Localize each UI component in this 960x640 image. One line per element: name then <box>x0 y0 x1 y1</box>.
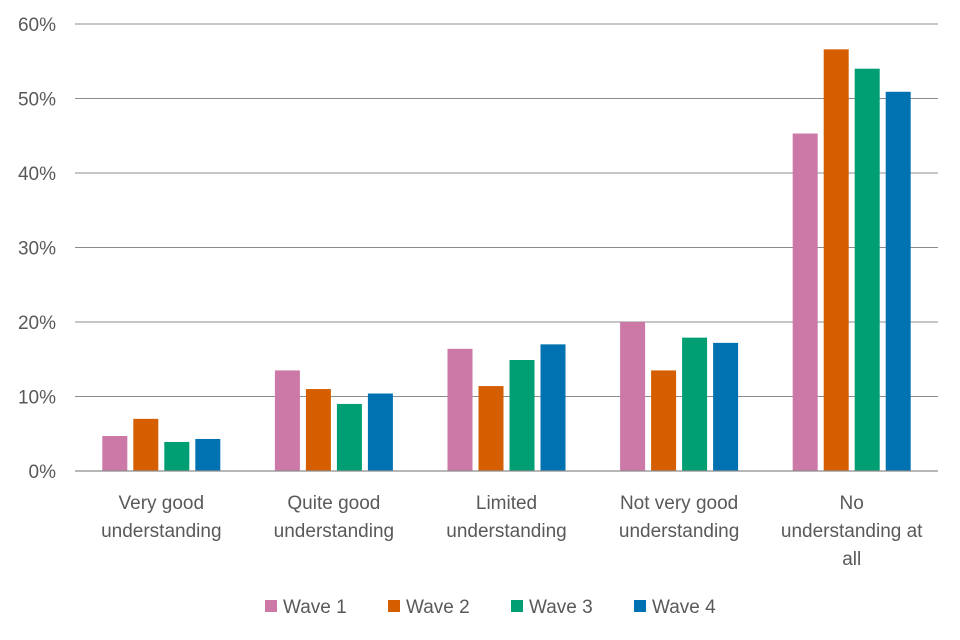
legend-label: Wave 1 <box>283 597 347 618</box>
bar <box>854 68 880 471</box>
y-axis-ticks: 0% 10% 20% 30% 40% 50% 60% <box>18 15 56 483</box>
bar <box>305 389 331 471</box>
bar <box>540 344 566 471</box>
y-tick-label: 0% <box>29 462 57 483</box>
category-label: all <box>842 549 861 570</box>
bar <box>620 322 646 471</box>
y-tick-label: 30% <box>18 239 56 260</box>
category-label: understanding <box>274 521 394 542</box>
bars <box>102 49 911 472</box>
bar <box>102 435 128 471</box>
category-label: Very good <box>119 493 205 514</box>
bar <box>682 337 708 471</box>
legend-swatch <box>388 600 400 612</box>
category-label: understanding <box>619 521 739 542</box>
category-label: Limited <box>476 493 537 514</box>
legend-label: Wave 2 <box>406 597 470 618</box>
bar <box>367 393 393 471</box>
bar <box>509 359 535 471</box>
legend-swatch <box>265 600 277 612</box>
bar <box>478 386 504 471</box>
y-tick-label: 60% <box>18 15 56 36</box>
legend-label: Wave 3 <box>529 597 593 618</box>
bar <box>447 348 473 471</box>
bar <box>713 342 739 471</box>
bar <box>823 49 849 472</box>
category-label: Quite good <box>287 493 380 514</box>
legend-swatch <box>511 600 523 612</box>
bar <box>274 370 300 471</box>
bar <box>651 370 677 471</box>
bar <box>195 438 221 471</box>
y-tick-label: 20% <box>18 313 56 334</box>
bar <box>885 91 911 472</box>
category-label: Not very good <box>620 493 738 514</box>
y-tick-label: 10% <box>18 388 56 409</box>
category-labels: Very good understanding Quite good understa… <box>101 493 923 570</box>
bar <box>133 418 159 471</box>
y-tick-label: 50% <box>18 90 56 111</box>
y-tick-label: 40% <box>18 164 56 185</box>
category-label: understanding <box>101 521 221 542</box>
bar <box>792 133 818 471</box>
bar <box>164 441 190 471</box>
category-label: No <box>840 493 864 514</box>
legend: Wave 1 Wave 2 Wave 3 Wave 4 <box>265 597 716 618</box>
category-label: understanding at <box>781 521 923 542</box>
bar <box>336 403 362 471</box>
legend-swatch <box>634 600 646 612</box>
category-label: understanding <box>446 521 566 542</box>
legend-label: Wave 4 <box>652 597 716 618</box>
